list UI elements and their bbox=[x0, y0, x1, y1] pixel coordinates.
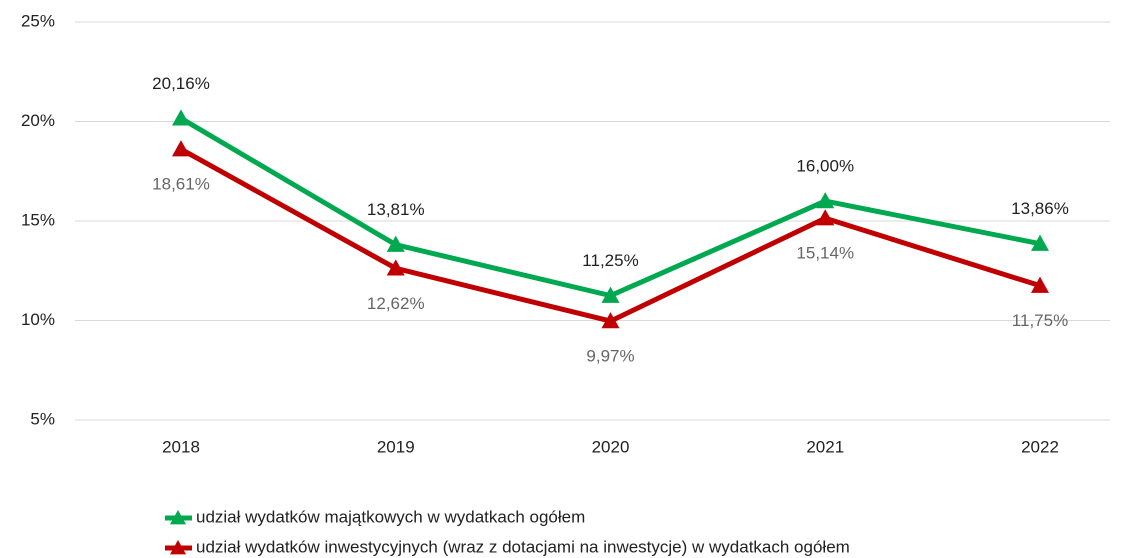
marker bbox=[172, 109, 190, 126]
marker bbox=[601, 312, 620, 329]
x-tick-label: 2022 bbox=[1021, 437, 1059, 456]
marker bbox=[816, 192, 835, 209]
data-label: 20,16% bbox=[152, 74, 210, 93]
data-label: 13,86% bbox=[1011, 199, 1069, 218]
data-label: 12,62% bbox=[367, 294, 425, 313]
marker bbox=[386, 235, 405, 252]
x-tick-label: 2020 bbox=[592, 437, 630, 456]
marker bbox=[1031, 234, 1049, 251]
x-tick-label: 2021 bbox=[806, 437, 844, 456]
x-tick-label: 2019 bbox=[377, 437, 415, 456]
data-label: 15,14% bbox=[796, 244, 854, 263]
marker bbox=[386, 259, 405, 276]
data-label: 16,00% bbox=[796, 157, 854, 176]
x-tick-label: 2018 bbox=[162, 437, 200, 456]
legend-marker bbox=[170, 510, 186, 525]
data-label: 13,81% bbox=[367, 200, 425, 219]
legend-marker bbox=[170, 540, 186, 555]
y-tick-label: 10% bbox=[21, 310, 55, 329]
data-label: 18,61% bbox=[152, 175, 210, 194]
y-tick-label: 15% bbox=[21, 210, 55, 229]
data-label: 11,75% bbox=[1012, 311, 1068, 330]
marker bbox=[172, 140, 190, 157]
legend-label: udział wydatków majątkowych w wydatkach … bbox=[196, 507, 585, 526]
y-tick-label: 5% bbox=[30, 409, 55, 428]
y-tick-label: 20% bbox=[21, 111, 55, 130]
marker bbox=[816, 209, 835, 226]
marker bbox=[601, 286, 620, 303]
data-label: 9,97% bbox=[586, 347, 634, 366]
data-label: 11,25% bbox=[582, 251, 638, 270]
marker bbox=[1031, 276, 1049, 293]
y-tick-label: 25% bbox=[21, 11, 55, 30]
legend-label: udział wydatków inwestycyjnych (wraz z d… bbox=[196, 537, 850, 556]
